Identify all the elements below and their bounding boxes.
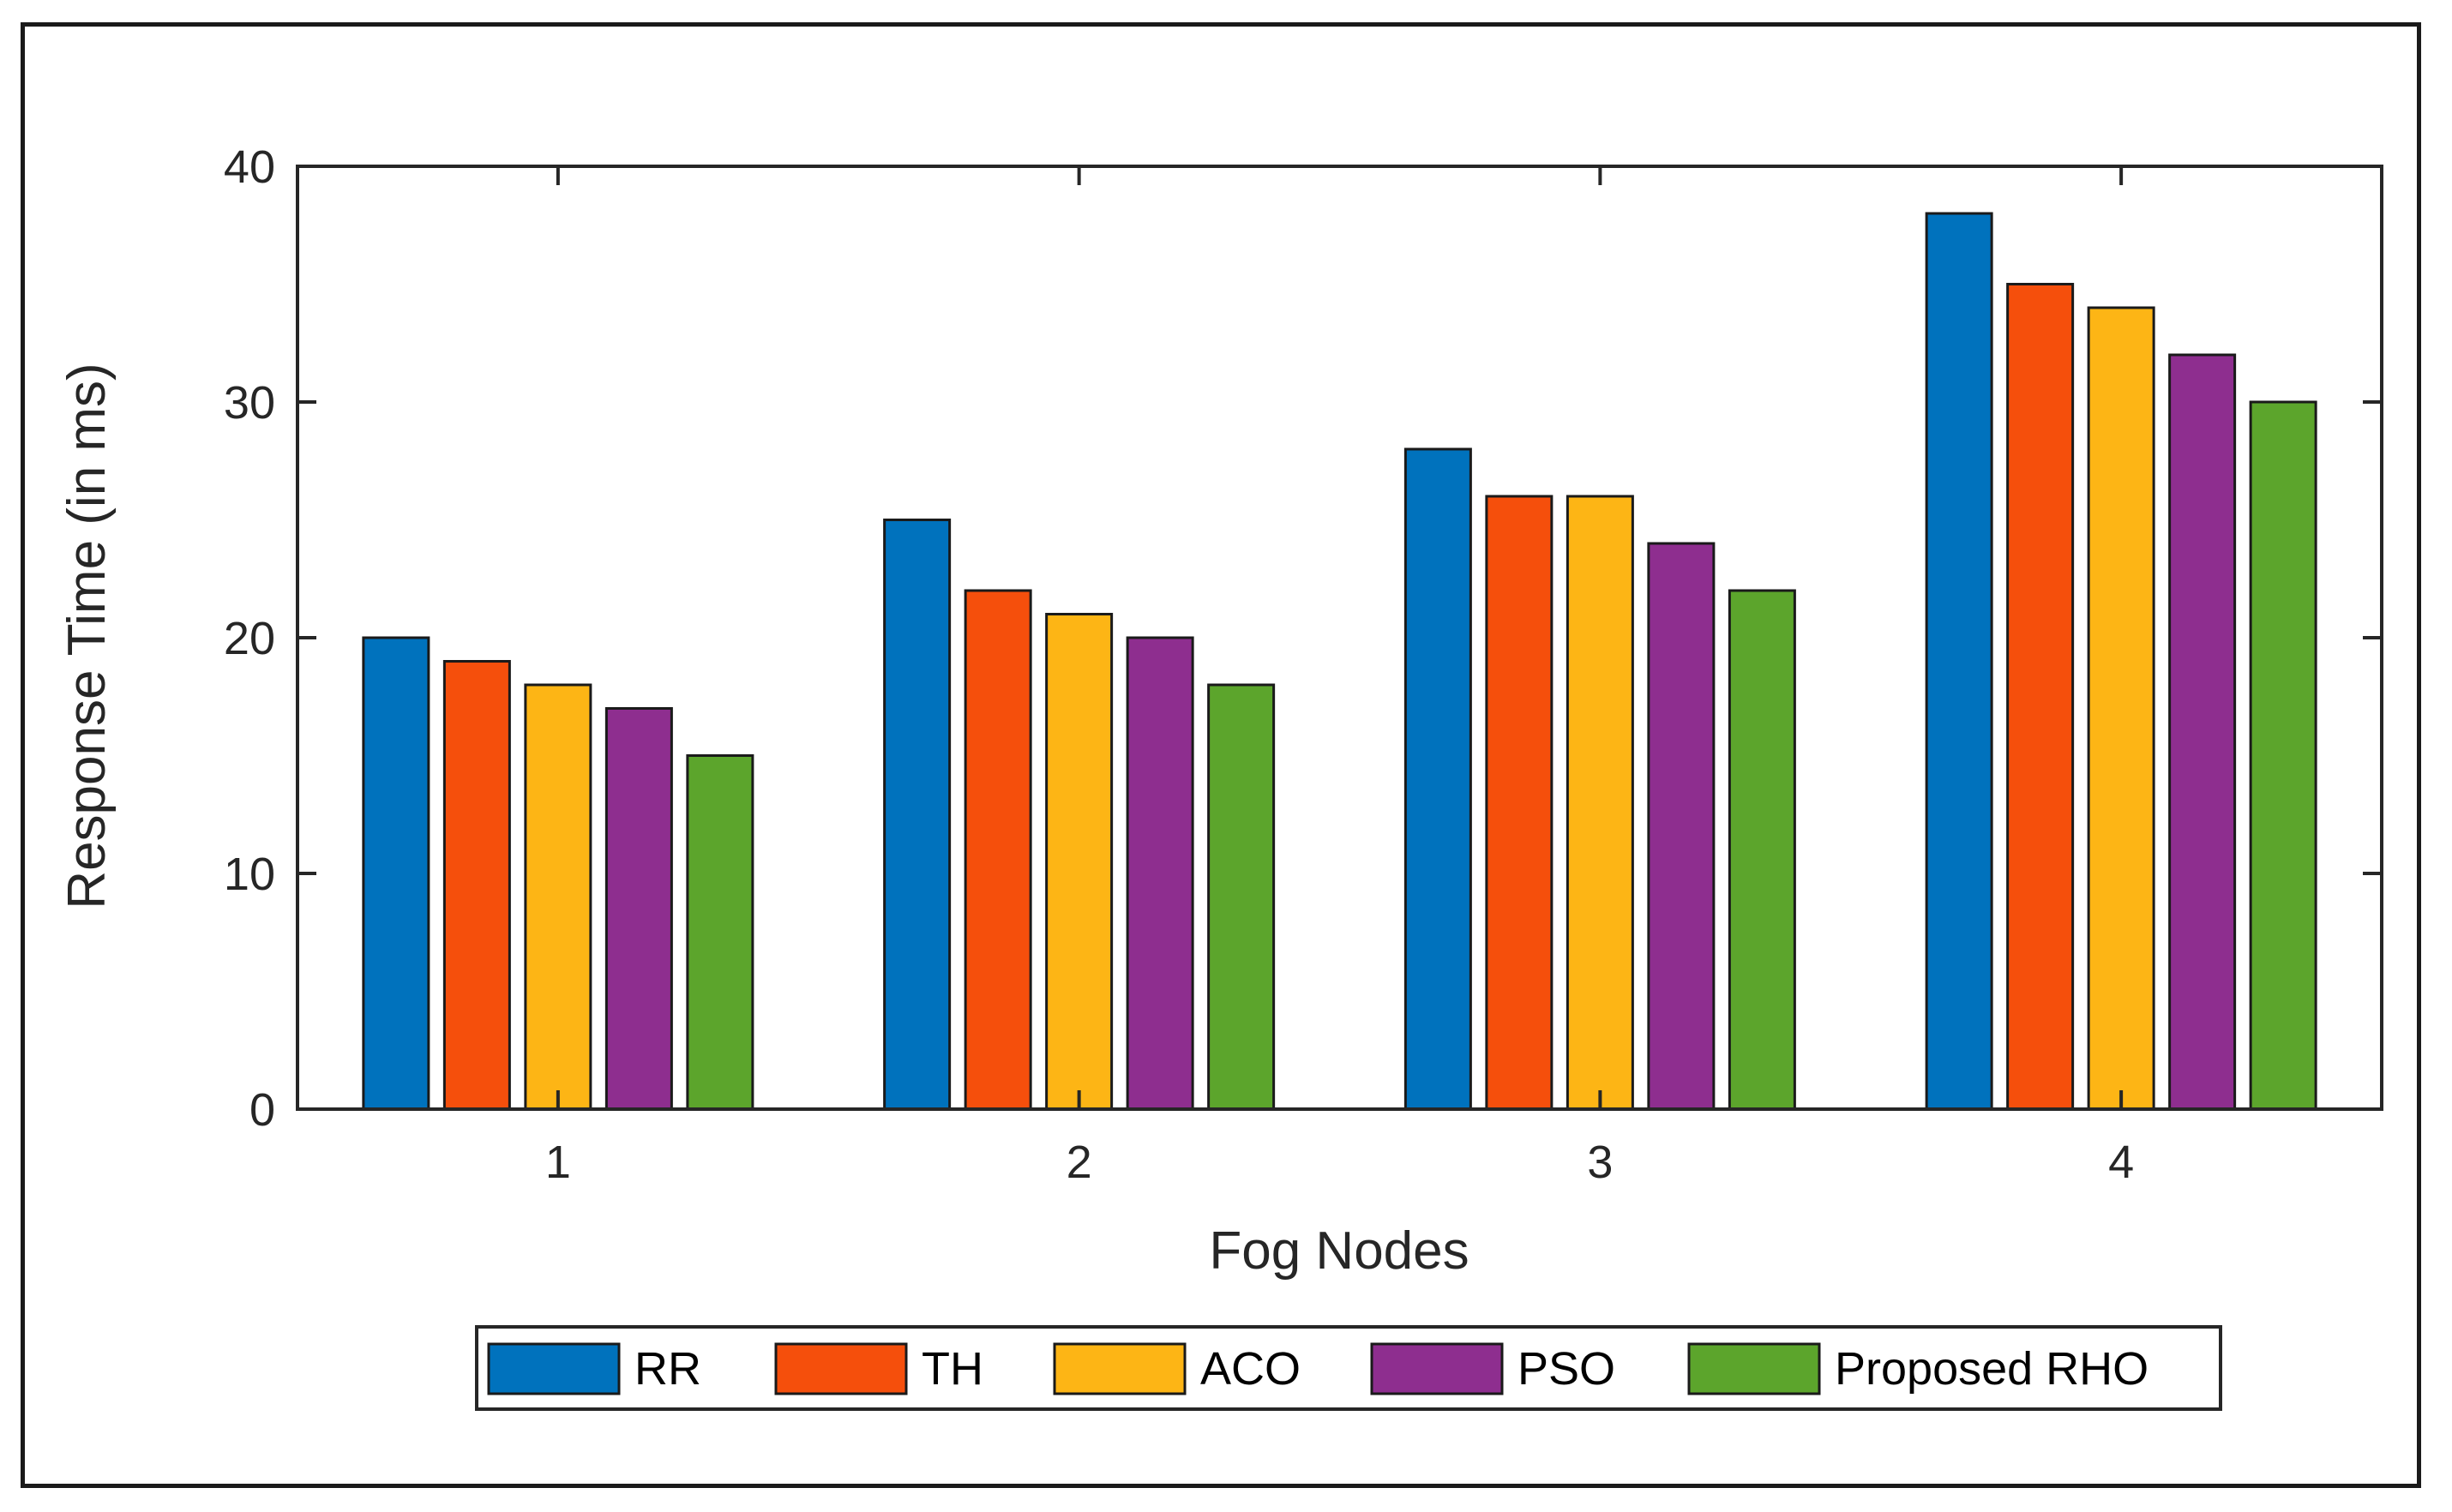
legend-box <box>475 1325 2222 1411</box>
legend-swatch-proposed-rho <box>1687 1342 1821 1395</box>
legend-label-th: TH <box>922 1343 983 1395</box>
bar-pso-node-3 <box>1647 542 1716 1111</box>
legend-label-rr: RR <box>634 1343 701 1395</box>
y-tick-label-10: 10 <box>224 849 275 900</box>
bar-th-node-1 <box>442 660 511 1111</box>
bar-th-node-2 <box>964 589 1032 1111</box>
legend-swatch-th <box>774 1342 908 1395</box>
bar-rr-node-3 <box>1403 447 1472 1111</box>
bar-rr-node-1 <box>362 636 430 1111</box>
x-tick-label-4: 4 <box>2108 1137 2134 1188</box>
x-tick-label-3: 3 <box>1587 1137 1613 1188</box>
bars-layer <box>362 212 2317 1111</box>
bar-proposed-rho-node-2 <box>1207 683 1276 1111</box>
x-axis-title: Fog Nodes <box>1209 1221 1469 1281</box>
bar-aco-node-4 <box>2087 306 2155 1111</box>
bar-rr-node-4 <box>1925 212 1993 1111</box>
bar-th-node-4 <box>2006 283 2075 1111</box>
x-tick-label-1: 1 <box>545 1137 571 1188</box>
bar-proposed-rho-node-3 <box>1728 589 1796 1111</box>
bar-aco-node-2 <box>1045 613 1114 1111</box>
legend-label-aco: ACO <box>1200 1343 1301 1395</box>
bar-aco-node-3 <box>1566 495 1634 1111</box>
bar-pso-node-4 <box>2168 353 2237 1111</box>
bar-proposed-rho-node-1 <box>686 754 754 1111</box>
legend-swatch-pso <box>1370 1342 1504 1395</box>
y-axis-title: Response Time (in ms) <box>57 363 117 909</box>
y-tick-label-40: 40 <box>224 141 275 193</box>
y-tick-label-30: 30 <box>224 377 275 429</box>
bar-pso-node-1 <box>604 707 673 1111</box>
bar-aco-node-1 <box>524 683 592 1111</box>
bar-th-node-3 <box>1485 495 1554 1111</box>
legend: RR TH ACO PSO Proposed RHO <box>475 1325 2222 1411</box>
bar-pso-node-2 <box>1126 636 1194 1111</box>
bar-rr-node-2 <box>883 519 952 1111</box>
legend-swatch-rr <box>487 1342 621 1395</box>
legend-swatch-aco <box>1053 1342 1187 1395</box>
bar-proposed-rho-node-4 <box>2249 400 2317 1111</box>
legend-label-pso: PSO <box>1517 1343 1615 1395</box>
axes-layer: 0 10 20 30 40 1 2 3 4 <box>224 141 2383 1188</box>
y-tick-label-0: 0 <box>249 1084 275 1136</box>
y-tick-label-20: 20 <box>224 613 275 664</box>
legend-label-proposed-rho: Proposed RHO <box>1835 1343 2149 1395</box>
x-tick-label-2: 2 <box>1067 1137 1092 1188</box>
